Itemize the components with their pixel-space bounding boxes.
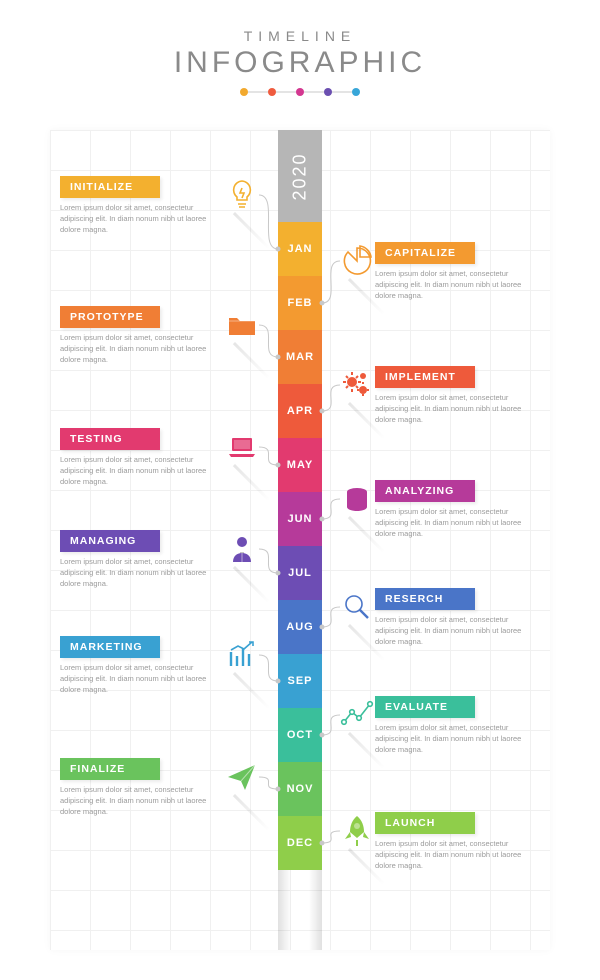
item-tag: RESERCH (375, 588, 475, 610)
connector-line (322, 261, 340, 303)
item-tag: LAUNCH (375, 812, 475, 834)
item-desc: Lorem ipsum dolor sit amet, consectetur … (60, 663, 225, 696)
connector-line (259, 325, 278, 357)
item-tag: PROTOTYPE (60, 306, 160, 328)
pie-icon (340, 244, 374, 278)
header-dot (296, 88, 304, 96)
item-tag: INITIALIZE (60, 176, 160, 198)
item-tag: MARKETING (60, 636, 160, 658)
timeline-item-marketing: MARKETING Lorem ipsum dolor sit amet, con… (60, 636, 225, 696)
timeline-item-evaluate: EVALUATE Lorem ipsum dolor sit amet, cons… (375, 696, 540, 756)
coins-icon (340, 482, 374, 516)
timeline-item-reserch: RESERCH Lorem ipsum dolor sit amet, conse… (375, 588, 540, 648)
bulb-icon (225, 178, 259, 212)
plane-icon (225, 760, 259, 794)
connector-line (322, 831, 340, 843)
header-dot (268, 88, 276, 96)
connector-line (259, 777, 278, 789)
header-dot (240, 88, 248, 96)
timeline-item-testing: TESTING Lorem ipsum dolor sit amet, conse… (60, 428, 225, 488)
item-tag: IMPLEMENT (375, 366, 475, 388)
item-desc: Lorem ipsum dolor sit amet, consectetur … (60, 203, 225, 236)
connector-line (259, 549, 278, 573)
search-icon (340, 590, 374, 624)
item-desc: Lorem ipsum dolor sit amet, consectetur … (60, 557, 225, 590)
header-dot (324, 88, 332, 96)
timeline-canvas: 2020 JANFEBMARAPRMAYJUNJULAUGSEPOCTNOVDE… (50, 130, 550, 950)
item-desc: Lorem ipsum dolor sit amet, consectetur … (60, 785, 225, 818)
timeline-item-initialize: INITIALIZE Lorem ipsum dolor sit amet, co… (60, 176, 225, 236)
item-desc: Lorem ipsum dolor sit amet, consectetur … (60, 455, 225, 488)
connector-line (322, 385, 340, 411)
header-title: INFOGRAPHIC (0, 46, 600, 80)
item-desc: Lorem ipsum dolor sit amet, consectetur … (375, 393, 540, 426)
item-desc: Lorem ipsum dolor sit amet, consectetur … (375, 269, 540, 302)
timeline-item-finalize: FINALIZE Lorem ipsum dolor sit amet, cons… (60, 758, 225, 818)
chart-icon (225, 638, 259, 672)
person-icon (225, 532, 259, 566)
timeline-item-analyzing: ANALYZING Lorem ipsum dolor sit amet, con… (375, 480, 540, 540)
connector-line (322, 607, 340, 627)
item-tag: CAPITALIZE (375, 242, 475, 264)
item-desc: Lorem ipsum dolor sit amet, consectetur … (375, 839, 540, 872)
laptop-icon (225, 430, 259, 464)
timeline-item-launch: LAUNCH Lorem ipsum dolor sit amet, consec… (375, 812, 540, 872)
item-desc: Lorem ipsum dolor sit amet, consectetur … (375, 615, 540, 648)
item-desc: Lorem ipsum dolor sit amet, consectetur … (60, 333, 225, 366)
item-tag: ANALYZING (375, 480, 475, 502)
timeline-item-prototype: PROTOTYPE Lorem ipsum dolor sit amet, con… (60, 306, 225, 366)
connector-line (259, 447, 278, 465)
connector-line (259, 655, 278, 681)
item-desc: Lorem ipsum dolor sit amet, consectetur … (375, 723, 540, 756)
connector-line (322, 715, 340, 735)
item-desc: Lorem ipsum dolor sit amet, consectetur … (375, 507, 540, 540)
timeline-item-implement: IMPLEMENT Lorem ipsum dolor sit amet, con… (375, 366, 540, 426)
timeline-item-capitalize: CAPITALIZE Lorem ipsum dolor sit amet, co… (375, 242, 540, 302)
item-tag: MANAGING (60, 530, 160, 552)
header-dot (352, 88, 360, 96)
gears-icon (340, 368, 374, 402)
item-tag: TESTING (60, 428, 160, 450)
item-tag: EVALUATE (375, 696, 475, 718)
folder-icon (225, 308, 259, 342)
header-overline: TIMELINE (0, 28, 600, 44)
timeline-item-managing: MANAGING Lorem ipsum dolor sit amet, cons… (60, 530, 225, 590)
header-dots (0, 88, 600, 96)
graph-icon (340, 698, 374, 732)
connector-line (322, 499, 340, 519)
item-tag: FINALIZE (60, 758, 160, 780)
rocket-icon (340, 814, 374, 848)
header: TIMELINE INFOGRAPHIC (0, 0, 600, 96)
